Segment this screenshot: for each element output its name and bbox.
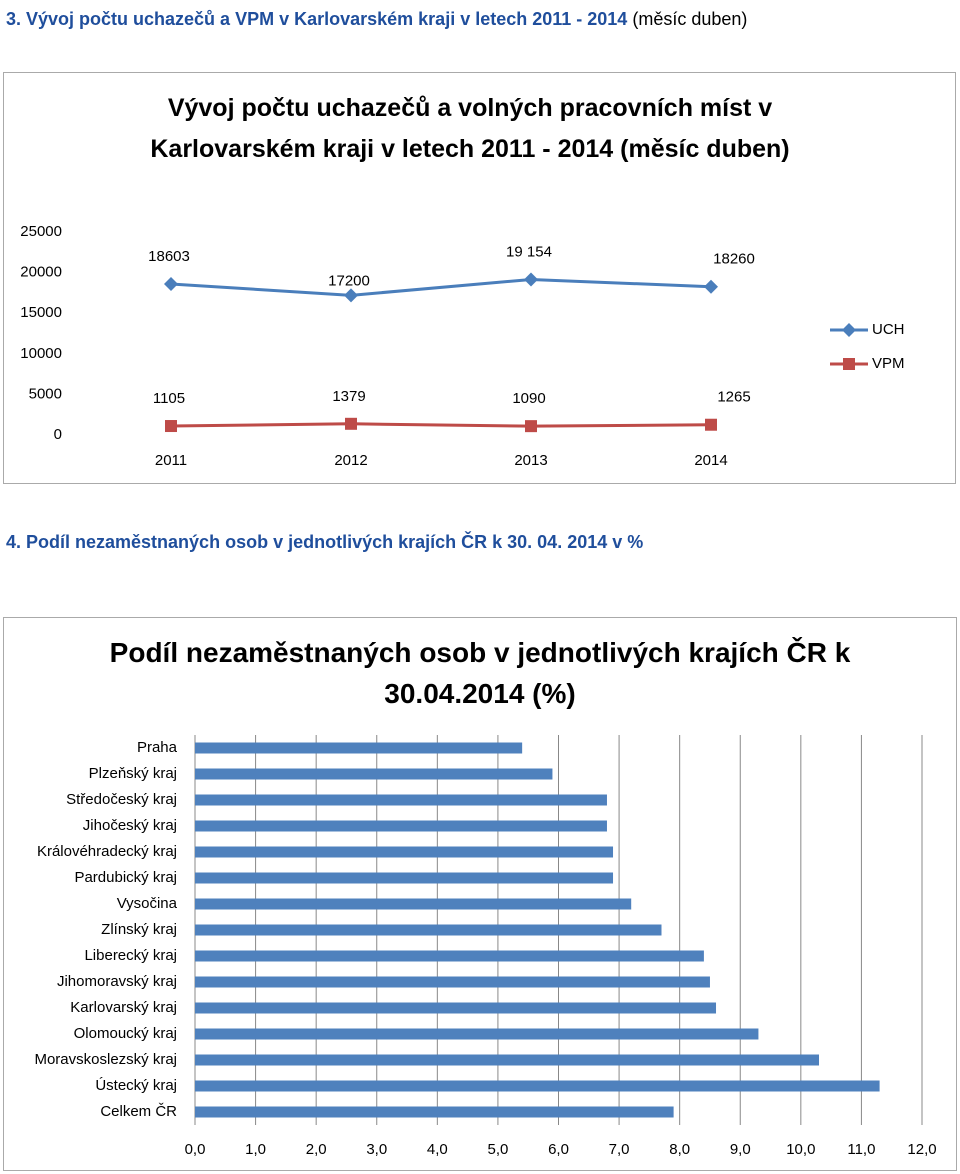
y-tick-label: Ústecký kraj xyxy=(95,1077,177,1094)
marker xyxy=(524,272,538,287)
y-tick-label: Královéhradecký kraj xyxy=(37,843,177,860)
bar xyxy=(195,794,607,806)
heading-note: (měsíc duben) xyxy=(632,9,748,29)
x-tick-label: 7,0 xyxy=(609,1141,630,1158)
y-tick-label: Jihomoravský kraj xyxy=(57,973,177,990)
bar xyxy=(195,950,704,962)
x-tick-label: 3,0 xyxy=(366,1141,387,1158)
chart-frame xyxy=(3,72,956,484)
line xyxy=(170,422,712,428)
y-tick-label: Liberecký kraj xyxy=(84,947,177,964)
x-tick-label: 11,0 xyxy=(847,1141,875,1158)
y-tick-label: Plzeňský kraj xyxy=(89,765,177,782)
data-label: 17200 xyxy=(328,272,370,289)
marker xyxy=(164,276,178,291)
y-tick-label: Vysočina xyxy=(117,895,178,912)
x-tick-label: 0,0 xyxy=(185,1141,206,1158)
x-tick-label: 12,0 xyxy=(907,1141,936,1158)
bar xyxy=(195,924,662,936)
data-label: 1105 xyxy=(153,390,185,407)
chart-title: Vývoj počtu uchazečů a volných pracovníc… xyxy=(150,94,790,163)
marker xyxy=(842,323,856,337)
marker xyxy=(344,288,358,303)
y-tick-label: Středočeský kraj xyxy=(66,791,177,808)
x-tick-label: 9,0 xyxy=(730,1141,751,1158)
marker xyxy=(843,358,855,370)
bar xyxy=(195,820,607,832)
heading: 3. Vývoj počtu uchazečů a VPM v Karlovar… xyxy=(6,2,936,36)
legend-label: UCH xyxy=(872,321,905,338)
heading: 4. Podíl nezaměstnaných osob v jednotliv… xyxy=(6,532,644,552)
y-tick-label: 25000 xyxy=(20,223,62,240)
y-tick-label: 0 xyxy=(54,426,62,443)
data-label: 1090 xyxy=(512,390,545,407)
data-label: 19 154 xyxy=(506,243,552,260)
y-tick-label: Olomoucký kraj xyxy=(74,1025,177,1042)
data-label: 18260 xyxy=(713,251,755,268)
x-tick-label: 4,0 xyxy=(427,1141,448,1158)
marker xyxy=(525,420,537,433)
bar xyxy=(195,1028,759,1040)
y-tick-label: Jihočeský kraj xyxy=(83,817,177,834)
y-tick-label: 10000 xyxy=(20,345,62,362)
y-tick-label: Zlínský kraj xyxy=(101,921,177,938)
chart-frame xyxy=(3,617,957,1171)
x-tick-label: 2012 xyxy=(334,452,367,469)
x-tick-label: 5,0 xyxy=(487,1141,508,1158)
bar xyxy=(195,898,632,910)
bar xyxy=(195,742,523,754)
bar xyxy=(195,1054,820,1066)
bar xyxy=(195,1106,674,1118)
y-tick-label: Moravskoslezský kraj xyxy=(34,1051,177,1068)
x-tick-label: 1,0 xyxy=(245,1141,266,1158)
legend-label: VPM xyxy=(872,355,905,372)
y-tick-label: 5000 xyxy=(29,385,62,402)
bar xyxy=(195,1080,880,1092)
bar xyxy=(195,872,614,884)
line xyxy=(170,277,712,297)
y-tick-label: 15000 xyxy=(20,304,62,321)
data-label: 1265 xyxy=(717,389,750,406)
y-tick-label: Praha xyxy=(137,739,178,756)
y-tick-label: Celkem ČR xyxy=(100,1103,177,1120)
data-label: 18603 xyxy=(148,248,190,265)
y-tick-label: 20000 xyxy=(20,264,62,281)
marker xyxy=(165,420,177,433)
x-tick-label: 2011 xyxy=(155,452,187,469)
marker xyxy=(704,279,718,294)
x-tick-label: 10,0 xyxy=(786,1141,815,1158)
bar xyxy=(195,1002,717,1014)
x-tick-label: 2,0 xyxy=(306,1141,327,1158)
bar xyxy=(195,846,614,858)
marker xyxy=(345,417,357,430)
x-tick-label: 6,0 xyxy=(548,1141,569,1158)
bar xyxy=(195,976,710,988)
data-label: 1379 xyxy=(332,388,365,405)
x-tick-label: 8,0 xyxy=(669,1141,690,1158)
marker xyxy=(705,418,717,431)
chart-title: Podíl nezaměstnaných osob v jednotlivých… xyxy=(109,637,851,709)
heading-title: 3. Vývoj počtu uchazečů a VPM v Karlovar… xyxy=(6,9,628,29)
bar xyxy=(195,768,553,780)
x-tick-label: 2014 xyxy=(694,452,727,469)
y-tick-label: Karlovarský kraj xyxy=(70,999,177,1016)
x-tick-label: 2013 xyxy=(514,452,547,469)
y-tick-label: Pardubický kraj xyxy=(74,869,177,886)
